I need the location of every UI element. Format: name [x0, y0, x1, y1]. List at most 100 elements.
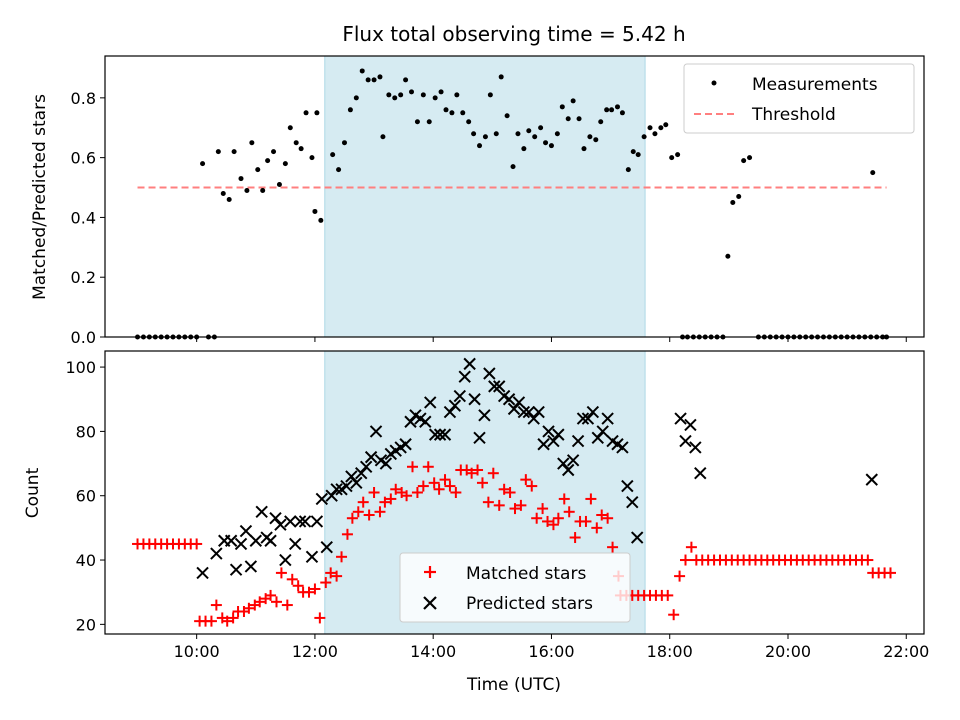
matched-star-point: [428, 477, 440, 489]
top-panel-y-ticks: 0.0 0.2 0.4 0.6 0.8: [71, 89, 105, 347]
y-tick-label: 0.2: [71, 268, 96, 287]
x-tick-label: 14:00: [410, 642, 456, 661]
matched-star-point: [509, 503, 521, 515]
measurement-point: [526, 128, 532, 134]
matched-star-point: [602, 512, 614, 524]
predicted-star-point: [537, 438, 550, 451]
predicted-star-point: [591, 431, 604, 445]
matched-star-point: [580, 515, 592, 527]
predicted-star-point: [562, 463, 575, 477]
predicted-star-point: [315, 492, 329, 506]
predicted-star-point: [369, 425, 383, 438]
matched-star-point: [422, 461, 434, 473]
matched-star-point: [531, 512, 543, 524]
matched-star-point: [674, 570, 686, 582]
measurement-point: [593, 137, 599, 143]
predicted-star-point: [512, 396, 526, 409]
predicted-star-point: [547, 434, 560, 448]
matched-star-point: [552, 512, 564, 524]
x-tick-label: 22:00: [883, 642, 929, 661]
predicted-star-point: [325, 489, 338, 502]
matched-star-point: [498, 483, 510, 495]
measurement-point: [504, 113, 510, 119]
measurement-point: [510, 164, 516, 170]
predicted-star-point: [517, 405, 531, 419]
measurement-point: [477, 143, 483, 149]
legend-marker-matched: [424, 566, 436, 578]
measurement-point: [498, 74, 504, 80]
matched-star-point: [401, 490, 413, 502]
measurement-point: [398, 92, 404, 98]
matched-star-point: [444, 480, 456, 492]
measurement-point: [554, 131, 560, 137]
x-axis-label: Time (UTC): [466, 675, 561, 695]
matched-star-point: [265, 589, 277, 601]
matched-star-point: [374, 506, 386, 518]
matched-star-point: [526, 480, 538, 492]
predicted-star-point: [229, 563, 243, 576]
predicted-star-point: [586, 405, 600, 419]
measurement-point: [276, 182, 282, 188]
matched-star-point: [254, 596, 266, 608]
predicted-star-point: [473, 431, 486, 445]
matched-star-point: [466, 467, 478, 479]
matched-star-point: [504, 487, 516, 498]
predicted-star-point: [298, 515, 312, 528]
measurement-point: [487, 92, 493, 98]
predicted-star-point: [355, 466, 368, 480]
matched-star-point: [243, 602, 255, 614]
y-tick-label: 0.4: [71, 208, 96, 227]
measurement-point: [604, 107, 610, 113]
measurement-point: [420, 92, 426, 98]
measurement-point: [587, 134, 593, 140]
predicted-star-point: [419, 415, 432, 428]
predicted-star-point: [679, 434, 692, 448]
measurement-point: [471, 131, 477, 137]
matched-star-point: [346, 512, 358, 524]
bottom-panel-x-ticks: 10:00 12:00 14:00 16:00 18:00 20:00 22:00: [174, 634, 929, 661]
predicted-star-point: [684, 418, 697, 432]
predicted-star-point: [478, 409, 491, 422]
matched-star-point: [357, 496, 369, 508]
predicted-star-point: [305, 550, 319, 564]
predicted-star-point: [264, 534, 277, 547]
predicted-star-point: [689, 441, 702, 454]
matched-star-point: [390, 483, 402, 495]
matched-star-point: [591, 522, 603, 534]
legend-label-predicted: Predicted stars: [466, 594, 593, 614]
measurement-point: [271, 149, 277, 155]
measurement-point: [641, 134, 647, 140]
measurement-point: [287, 125, 293, 131]
measurement-point: [449, 110, 455, 116]
predicted-star-point: [865, 473, 878, 486]
measurement-point: [521, 146, 527, 152]
measurement-point: [532, 134, 538, 140]
predicted-star-point: [320, 540, 333, 554]
bottom-legend: Matched stars Predicted stars: [399, 552, 631, 623]
measurement-point: [380, 134, 386, 140]
measurement-point: [215, 149, 221, 155]
predicted-star-point: [493, 380, 506, 393]
predicted-star-point: [255, 505, 268, 519]
measurement-point: [543, 140, 549, 146]
y-tick-label: 0.8: [71, 89, 96, 108]
bottom-panel: 20 40 60 80 100 10:00 12:00 14:00 16:00 18:00 20:…: [23, 350, 929, 695]
predicted-star-point: [345, 470, 358, 483]
measurement-point: [565, 116, 571, 122]
measurement-point: [736, 194, 742, 199]
measurement-point: [730, 199, 736, 205]
measurement-point: [347, 107, 353, 113]
matched-star-point: [493, 499, 505, 511]
top-legend: Measurements Threshold: [683, 63, 915, 134]
measurement-point: [432, 95, 438, 101]
matched-star-point: [884, 567, 896, 579]
matched-star-point: [292, 580, 304, 592]
legend-marker-predicted: [423, 596, 437, 610]
matched-star-point: [191, 538, 203, 550]
measurement-point: [303, 110, 309, 116]
x-tick-label: 12:00: [292, 642, 338, 661]
measurement-point: [625, 167, 631, 173]
predicted-star-point: [359, 460, 373, 473]
predicted-star-point: [483, 367, 496, 380]
chart-title: Flux total observing time = 5.42 h: [342, 22, 685, 46]
